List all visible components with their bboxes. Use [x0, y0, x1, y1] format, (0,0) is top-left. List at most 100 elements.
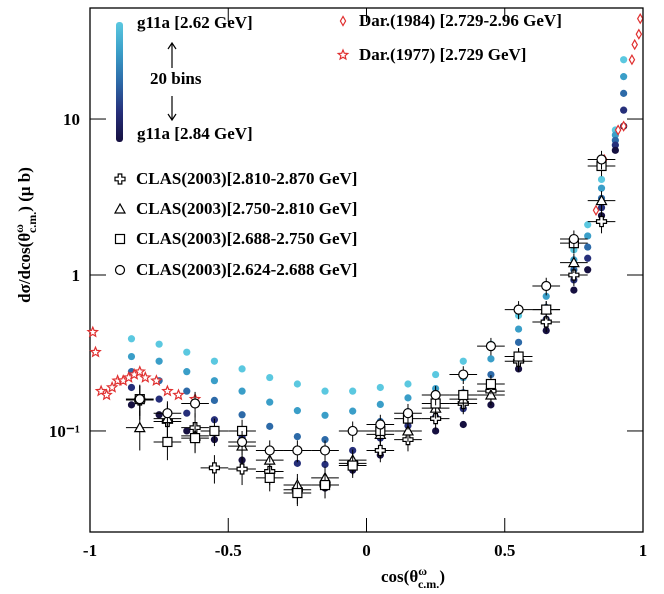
- y-tick-label: 1: [72, 266, 81, 285]
- g11a-point: [584, 254, 592, 262]
- marker-square: [513, 351, 524, 362]
- g11a-point: [266, 398, 274, 406]
- marker-diamond: [592, 204, 600, 216]
- g11a-point: [542, 292, 550, 300]
- y-label-part: ) (μ b): [15, 167, 34, 212]
- g11a-point: [584, 243, 592, 251]
- g11a-point: [293, 433, 301, 441]
- y-tick-label: 10⁻¹: [49, 422, 80, 441]
- g11a-point: [127, 352, 136, 361]
- g11a-point: [183, 387, 191, 395]
- marker-star: [100, 388, 113, 401]
- g11a-point: [238, 387, 246, 395]
- g11a-point: [266, 422, 274, 430]
- g11a-point: [514, 338, 523, 346]
- marker-star: [89, 345, 102, 358]
- marker-plus: [236, 463, 248, 475]
- marker-diamond: [620, 120, 627, 132]
- x-tick-label: 1: [639, 541, 648, 560]
- marker-star: [133, 365, 147, 377]
- g11a-point: [459, 357, 467, 365]
- g11a-point: [620, 56, 628, 64]
- x-label-sub: c.m.: [418, 577, 439, 591]
- marker-circle: [430, 389, 441, 401]
- y-label-sup: ω: [12, 224, 26, 233]
- marker-star: [105, 380, 119, 393]
- g11a-point: [611, 146, 619, 154]
- marker-star: [172, 388, 185, 401]
- g11a-point: [376, 400, 384, 409]
- g11a-point: [570, 286, 578, 294]
- marker-diamond: [614, 124, 622, 136]
- g11a-point: [266, 373, 274, 382]
- marker-diamond: [628, 54, 636, 66]
- marker-star: [161, 384, 174, 397]
- g11a-point: [293, 407, 301, 415]
- marker-diamond: [635, 28, 643, 40]
- legend-marker: [336, 48, 350, 61]
- marker-circle: [541, 280, 552, 292]
- x-tick-label: -0.5: [215, 541, 242, 560]
- x-tick-label: 0.5: [494, 541, 515, 560]
- marker-star: [138, 371, 152, 383]
- marker-circle: [189, 398, 201, 409]
- legend-marker: [114, 173, 126, 185]
- g11a-point: [210, 357, 219, 365]
- marker-square: [541, 304, 552, 315]
- x-label-part: ): [439, 567, 445, 586]
- x-label-part: cos(θ: [381, 567, 418, 586]
- g11a-point: [620, 73, 628, 81]
- marker-circle: [134, 394, 145, 405]
- g11a-point: [321, 387, 329, 395]
- marker-circle: [485, 341, 497, 352]
- g11a-point: [597, 184, 606, 192]
- legend-label[interactable]: CLAS(2003)[2.810-2.870 GeV]: [136, 169, 357, 188]
- g11a-point: [155, 340, 163, 348]
- marker-circle: [236, 436, 248, 448]
- g11a-point: [349, 407, 357, 415]
- marker-star: [86, 325, 100, 338]
- marker-circle: [596, 154, 607, 165]
- marker-square: [458, 389, 469, 401]
- marker-plus: [374, 444, 386, 457]
- g11a-point: [584, 221, 592, 229]
- x-label-sup: ω: [418, 564, 427, 578]
- g11a-point: [432, 427, 440, 435]
- g11a-point: [127, 401, 136, 409]
- legend-marker: [114, 264, 126, 276]
- g11a-point: [155, 357, 163, 365]
- marker-triangle: [595, 194, 608, 206]
- g11a-point: [321, 460, 329, 469]
- legend-marker: [339, 15, 347, 27]
- g11a-point: [127, 383, 136, 392]
- g11a-point: [183, 427, 191, 435]
- marker-circle: [347, 425, 358, 437]
- legend-label: 20 bins: [150, 69, 202, 88]
- y-tick-label: 10: [63, 110, 80, 129]
- g11a-point: [584, 266, 592, 274]
- g11a-point: [597, 175, 606, 184]
- g11a-point: [293, 380, 301, 388]
- y-axis-label: dσ/dcos(θωc.m.) (μ b): [12, 167, 39, 303]
- g11a-point: [620, 106, 628, 114]
- g11a-point: [349, 387, 357, 395]
- marker-diamond: [631, 38, 638, 51]
- marker-square: [209, 425, 220, 437]
- legend-label: g11a [2.84 GeV]: [137, 124, 253, 143]
- marker-plus: [595, 215, 608, 228]
- x-tick-label: 0: [362, 541, 371, 560]
- g11a-point: [611, 141, 619, 149]
- legend-label[interactable]: CLAS(2003)[2.688-2.750 GeV]: [136, 229, 357, 248]
- legend-label[interactable]: Dar.(1984) [2.729-2.96 GeV]: [359, 11, 562, 30]
- marker-triangle: [567, 256, 580, 268]
- g11a-point: [620, 89, 628, 97]
- marker-square: [162, 436, 173, 448]
- g11a-point: [210, 377, 219, 385]
- legend-label[interactable]: Dar.(1977) [2.729 GeV]: [359, 45, 526, 64]
- legend-label[interactable]: CLAS(2003)[2.624-2.688 GeV]: [136, 260, 357, 279]
- marker-circle: [513, 304, 524, 315]
- marker-triangle: [401, 424, 414, 436]
- marker-circle: [375, 419, 386, 430]
- legend-label[interactable]: CLAS(2003)[2.750-2.810 GeV]: [136, 199, 357, 218]
